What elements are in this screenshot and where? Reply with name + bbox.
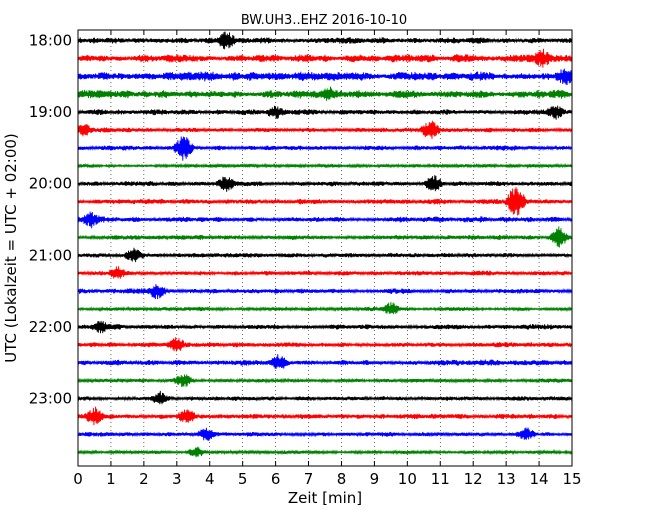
seismic-trace bbox=[77, 320, 573, 334]
x-tick-label: 13 bbox=[497, 470, 516, 488]
x-tick-label: 6 bbox=[271, 470, 281, 488]
seismic-trace bbox=[77, 374, 573, 388]
x-tick-label: 1 bbox=[106, 470, 116, 488]
y-tick-label: 20:00 bbox=[29, 175, 72, 193]
x-tick-label: 2 bbox=[139, 470, 149, 488]
x-tick-label: 15 bbox=[562, 470, 581, 488]
x-tick-label: 8 bbox=[337, 470, 347, 488]
y-tick-label: 22:00 bbox=[29, 318, 72, 336]
seismic-trace bbox=[77, 211, 573, 229]
seismic-trace bbox=[77, 247, 573, 263]
seismic-trace bbox=[77, 390, 573, 405]
seismic-trace bbox=[77, 302, 573, 315]
seismic-trace bbox=[77, 162, 573, 169]
seismic-trace bbox=[77, 175, 573, 192]
seismic-trace bbox=[77, 226, 573, 248]
plot-frame bbox=[77, 29, 573, 467]
trace-group bbox=[77, 31, 573, 458]
x-tick-label: 11 bbox=[431, 470, 450, 488]
grid-lines bbox=[110, 30, 540, 466]
x-tick-label: 4 bbox=[205, 470, 215, 488]
x-tick-label: 5 bbox=[238, 470, 248, 488]
x-tick-label: 12 bbox=[464, 470, 483, 488]
x-tick-label: 9 bbox=[370, 470, 380, 488]
seismic-trace bbox=[77, 354, 573, 369]
x-axis-ticks: 0 1 2 3 4 5 6 7 8 9 10 11 12 13 14 15 bbox=[73, 30, 582, 488]
seismic-trace bbox=[77, 337, 573, 352]
seismic-trace bbox=[77, 86, 573, 101]
y-tick-label: 19:00 bbox=[29, 103, 72, 121]
x-axis-label: Zeit [min] bbox=[288, 489, 362, 507]
y-axis-ticks: 18:00 19:00 20:00 21:00 22:00 23:00 bbox=[29, 32, 572, 408]
y-tick-label: 23:00 bbox=[29, 390, 72, 408]
seismic-trace bbox=[77, 31, 573, 50]
x-tick-label: 14 bbox=[530, 470, 549, 488]
seismic-trace bbox=[77, 187, 573, 216]
y-tick-label: 21:00 bbox=[29, 246, 72, 264]
seismic-trace bbox=[77, 446, 573, 458]
seismic-trace bbox=[77, 48, 573, 68]
chart-title: BW.UH3..EHZ 2016-10-10 bbox=[241, 13, 407, 28]
x-tick-label: 0 bbox=[73, 470, 83, 488]
x-tick-label: 10 bbox=[398, 470, 417, 488]
seismic-trace bbox=[77, 120, 573, 140]
x-tick-label: 3 bbox=[172, 470, 182, 488]
seismic-trace bbox=[77, 136, 573, 161]
y-axis-label: UTC (Lokalzeit = UTC + 02:00) bbox=[2, 133, 20, 363]
seismic-trace bbox=[77, 284, 573, 300]
seismic-trace bbox=[77, 406, 573, 426]
seismic-trace bbox=[77, 266, 573, 279]
seismic-trace bbox=[77, 68, 573, 86]
seismic-trace bbox=[77, 427, 573, 442]
seismic-trace bbox=[77, 105, 573, 120]
x-tick-label: 7 bbox=[304, 470, 314, 488]
y-tick-label: 18:00 bbox=[29, 32, 72, 50]
